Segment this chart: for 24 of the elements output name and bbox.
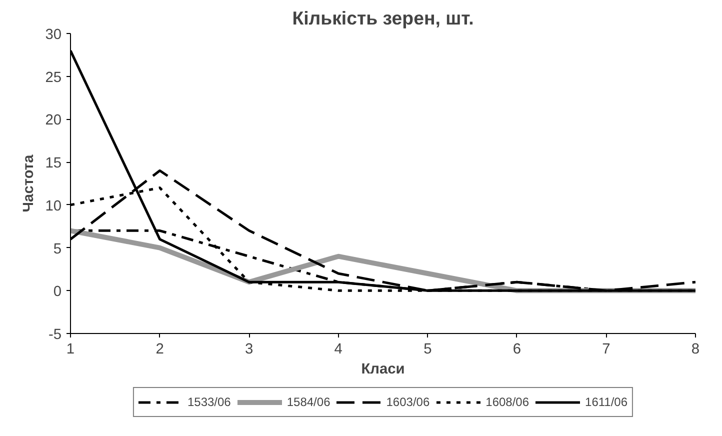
x-tick-label: 4 (334, 342, 342, 358)
chart-title: Кількість зерен, шт. (292, 8, 474, 28)
legend-label: 1608/06 (486, 395, 530, 409)
y-tick-label: 30 (45, 27, 62, 43)
x-tick-label: 2 (156, 342, 164, 358)
y-tick-label: 20 (45, 112, 62, 129)
y-tick-label: 25 (45, 70, 62, 86)
legend-label: 1584/06 (286, 395, 330, 409)
legend-label: 1533/06 (187, 395, 231, 409)
legend-label: 1611/06 (585, 395, 628, 409)
x-tick-label: 6 (512, 342, 522, 358)
y-tick-label: 5 (53, 241, 62, 258)
x-tick-label: 1 (66, 342, 75, 358)
x-tick-label: 7 (602, 342, 610, 358)
x-tick-label: 8 (691, 342, 700, 358)
y-tick-label: 10 (45, 198, 62, 214)
x-tick-label: 3 (244, 342, 254, 358)
x-axis-title: Класи (361, 362, 405, 378)
legend-label: 1603/06 (386, 395, 430, 409)
y-tick-label: 0 (53, 284, 62, 300)
y-axis-title: Частота (21, 154, 38, 212)
y-tick-label: 15 (45, 156, 62, 172)
x-tick-label: 5 (424, 342, 432, 358)
y-tick-label: -5 (48, 327, 62, 343)
